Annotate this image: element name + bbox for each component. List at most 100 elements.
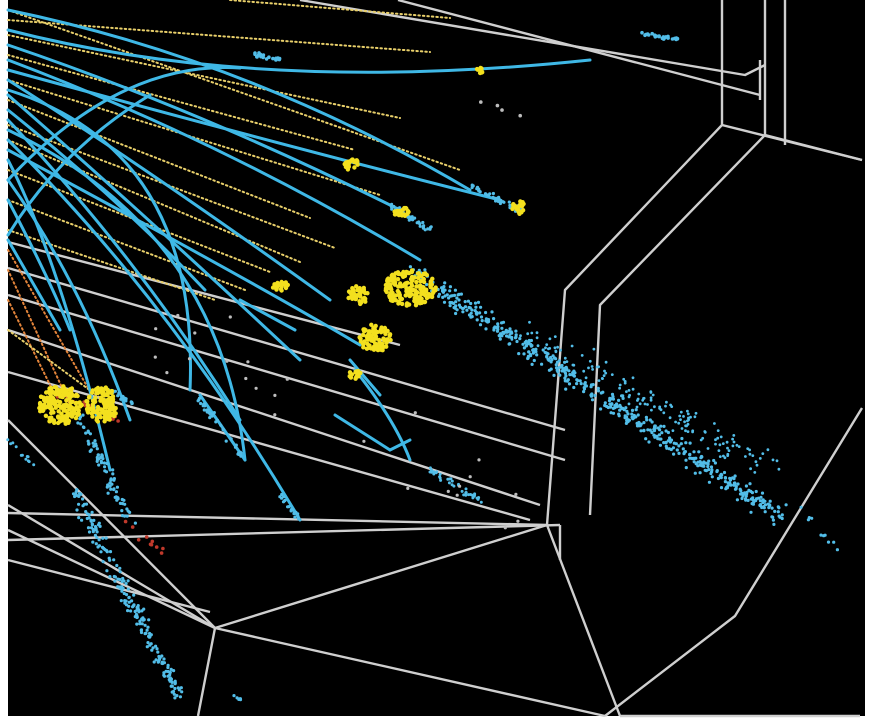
blue-hit <box>91 527 95 532</box>
blue-hit <box>119 586 123 591</box>
blue-hit <box>618 403 622 407</box>
cluster-hit <box>367 345 372 350</box>
dotted-track <box>7 199 246 291</box>
blue-hit <box>529 342 533 347</box>
blue-hit <box>112 477 116 481</box>
cluster-hit <box>49 397 54 402</box>
blue-hit <box>590 398 595 402</box>
blue-hit <box>157 659 161 664</box>
cluster-hit <box>431 287 436 292</box>
blue-hit <box>717 449 721 452</box>
blue-hit <box>686 419 689 423</box>
blue-hit <box>759 495 763 499</box>
track <box>6 93 152 237</box>
blue-hit <box>527 350 531 354</box>
cluster-hit <box>43 413 49 418</box>
cluster-hit <box>346 289 352 294</box>
blue-hit <box>625 409 629 413</box>
blue-hit <box>664 429 668 433</box>
blue-hit <box>111 472 115 476</box>
blue-hit <box>513 336 518 340</box>
cluster-hit <box>358 294 363 299</box>
cluster-hit <box>420 290 425 296</box>
blue-hit <box>625 419 629 423</box>
blue-hit <box>105 569 109 573</box>
blue-hit <box>81 504 85 508</box>
blue-hit <box>162 657 166 661</box>
blue-hit <box>443 281 447 285</box>
cluster-hit <box>107 400 113 405</box>
blue-hit <box>731 476 735 480</box>
blue-hit <box>596 389 601 393</box>
track <box>198 393 247 462</box>
cluster-hit <box>350 157 355 162</box>
blue-hit <box>632 413 636 418</box>
dotted-track <box>7 54 356 151</box>
cluster-hit <box>55 414 61 419</box>
blue-hit <box>205 408 209 412</box>
blue-hit <box>562 369 566 373</box>
blue-hit <box>498 332 503 336</box>
blue-hit <box>100 453 104 457</box>
blue-hit <box>753 471 757 474</box>
blue-hit <box>466 299 470 303</box>
blue-hit <box>651 393 655 397</box>
blue-hit <box>114 490 118 494</box>
grey-hit <box>225 359 229 363</box>
blue-hit <box>716 476 721 481</box>
blue-hit <box>694 411 698 415</box>
cluster-hit <box>102 409 107 414</box>
blue-hit <box>425 282 429 287</box>
cluster-hit <box>409 274 415 280</box>
track <box>6 118 242 422</box>
blue-hit <box>728 476 732 480</box>
blue-hit <box>109 477 113 481</box>
cluster-hit <box>105 392 110 398</box>
blue-hit <box>691 429 695 433</box>
blue-hit <box>579 382 583 386</box>
blue-hit <box>168 679 172 683</box>
blue-hit <box>771 458 775 462</box>
cluster-hit <box>363 328 368 333</box>
blue-hit <box>88 449 92 453</box>
blue-hit <box>168 676 172 680</box>
blue-hit <box>565 360 569 363</box>
blue-hit <box>617 412 621 416</box>
blue-hit <box>553 335 557 338</box>
blue-hit <box>666 430 671 435</box>
cluster-hit <box>361 285 366 291</box>
blue-hit <box>233 445 238 449</box>
blue-hit <box>479 305 483 309</box>
blue-hit <box>484 310 488 315</box>
blue-hit <box>398 206 402 210</box>
blue-hit <box>224 439 228 443</box>
cluster-hit <box>90 388 95 393</box>
detector-line <box>7 240 401 347</box>
blue-hit <box>744 455 747 458</box>
blue-hit <box>113 495 117 499</box>
blue-hit <box>684 441 688 445</box>
cluster-hit <box>90 414 95 419</box>
blue-hit <box>583 382 587 386</box>
blue-hit <box>534 347 538 351</box>
blue-hit <box>690 456 694 460</box>
blue-hit <box>96 457 100 462</box>
blue-hit <box>103 465 107 469</box>
cluster-hit <box>282 282 287 287</box>
blue-hit <box>461 310 465 314</box>
blue-hit <box>140 622 144 626</box>
blue-hit <box>145 645 149 649</box>
cluster-hit <box>360 332 366 338</box>
blue-hit <box>524 343 529 348</box>
blue-hit <box>631 376 635 380</box>
blue-hit <box>650 408 653 412</box>
grey-hit <box>246 360 250 364</box>
blue-hit <box>761 452 765 455</box>
blue-hit <box>177 688 181 692</box>
blue-hit <box>27 460 31 464</box>
red-hit <box>130 525 135 529</box>
blue-hit <box>120 514 125 518</box>
cluster-hit <box>429 294 435 300</box>
blue-hit <box>697 450 701 454</box>
blue-hit <box>147 618 151 622</box>
